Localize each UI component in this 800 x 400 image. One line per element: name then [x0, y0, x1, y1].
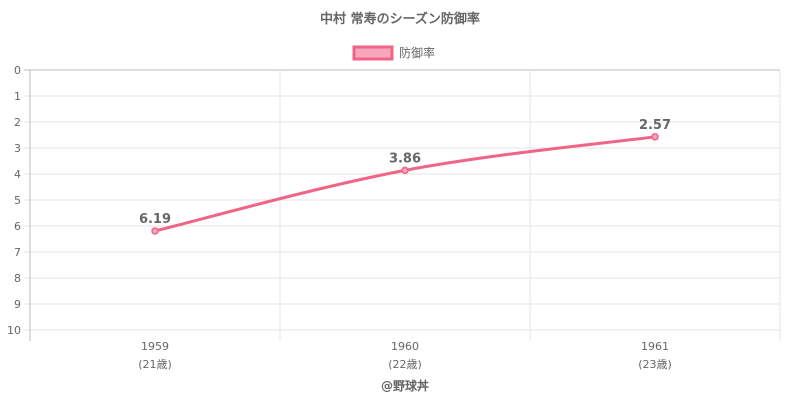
y-tick-label: 0	[14, 64, 21, 77]
data-label: 3.86	[389, 151, 421, 166]
x-tick-sublabel: (21歳)	[138, 358, 172, 371]
y-tick-label: 5	[14, 194, 21, 207]
x-tick-label: 1959	[141, 340, 169, 353]
y-tick-label: 7	[14, 246, 21, 259]
y-tick-label: 1	[14, 90, 21, 103]
y-tick-label: 8	[14, 272, 21, 285]
y-tick-label: 6	[14, 220, 21, 233]
x-tick-label: 1960	[391, 340, 419, 353]
legend-label: 防御率	[399, 45, 435, 60]
y-tick-label: 4	[14, 168, 21, 181]
y-tick-label: 3	[14, 142, 21, 155]
series-era: 6.19 3.86 2.57	[139, 118, 671, 235]
data-label: 6.19	[139, 212, 171, 227]
y-axis: 0 1 2 3 4 5 6 7 8 9 10	[7, 64, 21, 337]
x-tick-label: 1961	[641, 340, 669, 353]
data-point[interactable]	[651, 133, 659, 141]
x-tick-sublabel: (23歳)	[638, 358, 672, 371]
data-point[interactable]	[401, 166, 409, 175]
y-tick-label: 10	[7, 324, 21, 337]
chart-title: 中村 常寿のシーズン防御率	[320, 11, 480, 27]
data-label: 2.57	[639, 118, 671, 133]
y-tick-label: 2	[14, 116, 21, 129]
legend-swatch	[352, 45, 394, 61]
footer-credit: @野球丼	[381, 378, 429, 393]
legend[interactable]: 防御率	[352, 45, 435, 61]
x-tick-sublabel: (22歳)	[388, 358, 422, 371]
y-tick-label: 9	[14, 298, 21, 311]
x-axis: 1959 (21歳) 1960 (22歳) 1961 (23歳)	[138, 340, 672, 371]
grid	[24, 69, 781, 341]
data-point[interactable]	[151, 227, 159, 235]
